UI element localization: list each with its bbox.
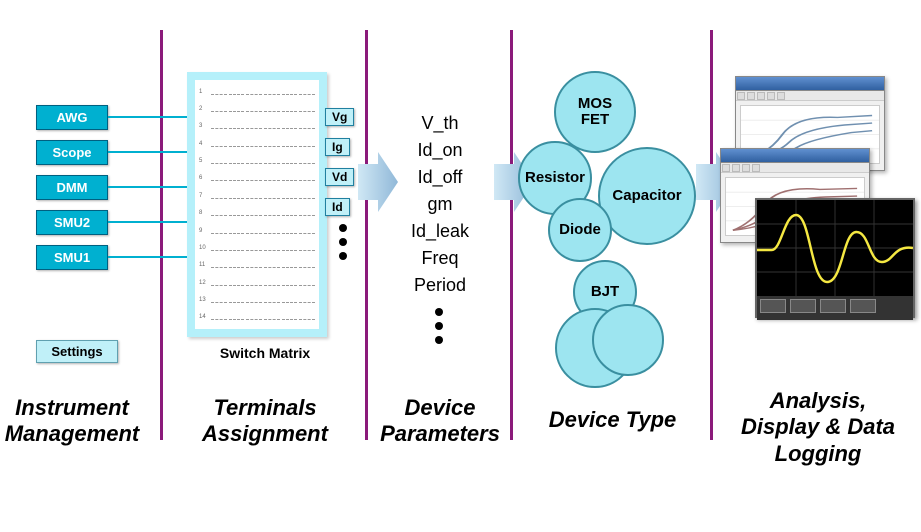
oscilloscope-window xyxy=(755,198,915,318)
terminal-vd[interactable]: Vd xyxy=(325,168,354,186)
instrument-dmm[interactable]: DMM xyxy=(36,175,108,200)
divider-1 xyxy=(160,30,163,440)
param-id_on: Id_on xyxy=(370,137,510,164)
col-analysis: Analysis,Display & DataLogging xyxy=(715,0,921,532)
param-v_th: V_th xyxy=(370,110,510,137)
param-period: Period xyxy=(370,272,510,299)
title-instrument-management: InstrumentManagement xyxy=(0,395,152,448)
divider-2 xyxy=(365,30,368,440)
params-ellipsis xyxy=(435,308,443,344)
instrument-awg[interactable]: AWG xyxy=(36,105,108,130)
device-parameter-list: V_thId_onId_offgmId_leakFreqPeriod xyxy=(370,110,510,299)
title-device-type: Device Type xyxy=(515,407,710,433)
divider-4 xyxy=(710,30,713,440)
col-device-parameters: V_thId_onId_offgmId_leakFreqPeriod Devic… xyxy=(370,0,510,532)
switch-matrix-caption: Switch Matrix xyxy=(165,345,365,361)
instrument-smu2[interactable]: SMU2 xyxy=(36,210,108,235)
title-analysis: Analysis,Display & DataLogging xyxy=(715,388,921,467)
device-circle-mosfet: MOSFET xyxy=(554,71,636,153)
col-terminals-assignment: 1234567891011121314 Switch Matrix Vg Ig Vd… xyxy=(165,0,365,532)
title-device-parameters: DeviceParameters xyxy=(370,395,510,448)
col-instrument-management: AWG Scope DMM SMU2 SMU1 Settings InstrumentM… xyxy=(0,0,160,532)
device-circle-diode: Diode xyxy=(548,198,612,262)
param-id_off: Id_off xyxy=(370,164,510,191)
device-circle-capacitor: Capacitor xyxy=(598,147,696,245)
instrument-smu1[interactable]: SMU1 xyxy=(36,245,108,270)
param-gm: gm xyxy=(370,191,510,218)
param-id_leak: Id_leak xyxy=(370,218,510,245)
terminal-vg[interactable]: Vg xyxy=(325,108,354,126)
switch-matrix: 1234567891011121314 xyxy=(187,72,327,337)
instrument-scope[interactable]: Scope xyxy=(36,140,108,165)
col-device-type: MOSFETResistorCapacitorDiodeBJT Device T… xyxy=(515,0,710,532)
device-circle-blank-6 xyxy=(592,304,664,376)
terminal-ig[interactable]: Ig xyxy=(325,138,350,156)
divider-3 xyxy=(510,30,513,440)
terminals-ellipsis xyxy=(339,224,347,260)
param-freq: Freq xyxy=(370,245,510,272)
settings-button[interactable]: Settings xyxy=(36,340,118,363)
title-terminals-assignment: TerminalsAssignment xyxy=(165,395,365,448)
terminal-id[interactable]: Id xyxy=(325,198,350,216)
